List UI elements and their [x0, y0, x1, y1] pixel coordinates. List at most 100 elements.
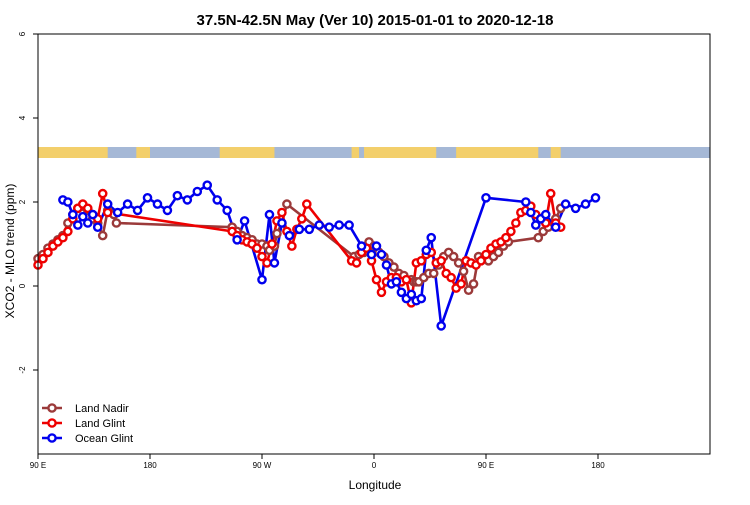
y-tick-label: 4 — [18, 115, 27, 120]
data-point-land-glint — [262, 258, 272, 268]
data-point-ocean-glint — [73, 220, 83, 230]
data-point-ocean-glint — [102, 199, 113, 209]
data-point-ocean-glint — [132, 205, 143, 216]
x-tick-label: 0 — [372, 461, 377, 470]
data-point-ocean-glint — [366, 249, 377, 260]
map-land-segment — [38, 147, 108, 158]
data-point-ocean-glint — [304, 224, 315, 235]
x-tick-label: 90 E — [30, 461, 46, 470]
legend-item-land-glint: Land Glint — [42, 418, 125, 430]
data-point-ocean-glint — [192, 186, 203, 197]
legend-label: Land Glint — [75, 418, 125, 430]
series-lines — [36, 183, 597, 328]
map-land-segment — [351, 147, 360, 158]
data-point-land-glint — [82, 203, 93, 214]
y-tick-label: 0 — [18, 283, 27, 288]
data-point-land-nadir — [463, 285, 474, 296]
data-point-ocean-glint — [396, 287, 407, 298]
data-point-land-glint — [58, 232, 68, 243]
x-tick-label: 90 E — [478, 461, 494, 470]
data-point-ocean-glint — [63, 197, 73, 207]
y-tick-label: 6 — [18, 31, 27, 36]
data-point-ocean-glint — [294, 224, 305, 235]
data-point-ocean-glint — [78, 211, 88, 222]
data-point-ocean-glint — [202, 180, 213, 190]
data-point-ocean-glint — [324, 222, 335, 232]
series-points — [33, 180, 601, 331]
data-point-ocean-glint — [530, 220, 541, 230]
data-point-ocean-glint — [87, 209, 98, 220]
data-point-ocean-glint — [142, 192, 153, 203]
data-point-land-glint — [63, 226, 73, 237]
data-point-land-glint — [371, 274, 382, 285]
data-point-ocean-glint — [356, 241, 367, 251]
data-point-land-nadir — [533, 232, 544, 243]
data-point-ocean-glint — [314, 220, 325, 230]
map-land-segment — [219, 147, 275, 158]
data-point-ocean-glint — [521, 197, 531, 207]
x-axis-label: Longitude — [349, 478, 402, 492]
data-point-ocean-glint — [550, 222, 561, 232]
data-point-land-glint — [476, 255, 486, 266]
data-point-land-glint — [506, 226, 516, 237]
data-point-land-nadir — [428, 268, 439, 279]
data-point-ocean-glint — [232, 234, 242, 245]
legend-marker — [47, 418, 57, 428]
data-point-ocean-glint — [570, 203, 581, 214]
data-point-ocean-glint — [344, 220, 354, 230]
data-point-ocean-glint — [590, 192, 601, 203]
data-point-ocean-glint — [212, 195, 222, 205]
data-point-land-glint — [252, 243, 262, 253]
data-point-land-glint — [446, 272, 456, 283]
map-land-segment — [550, 147, 561, 158]
data-point-land-glint — [301, 199, 312, 209]
data-point-ocean-glint — [284, 230, 295, 241]
legend-marker — [47, 433, 57, 443]
data-point-land-nadir — [458, 266, 469, 277]
data-point-ocean-glint — [416, 293, 427, 304]
data-point-ocean-glint — [381, 260, 392, 270]
data-point-land-glint — [287, 241, 297, 251]
data-point-land-glint — [267, 239, 277, 249]
data-point-land-glint — [43, 247, 53, 258]
data-point-ocean-glint — [257, 274, 267, 285]
data-point-land-glint — [297, 213, 307, 224]
y-axis-label: XCO2 - MLO trend (ppm) — [3, 184, 17, 319]
data-point-ocean-glint — [481, 192, 491, 203]
data-point-land-nadir — [97, 230, 108, 241]
data-point-ocean-glint — [580, 199, 591, 209]
map-land-segment — [136, 147, 150, 158]
data-point-ocean-glint — [421, 245, 432, 256]
legend-label: Ocean Glint — [75, 433, 133, 445]
data-point-ocean-glint — [112, 207, 123, 218]
data-point-ocean-glint — [269, 258, 280, 268]
data-point-ocean-glint — [92, 222, 103, 232]
data-point-ocean-glint — [436, 321, 447, 331]
y-tick-label: 2 — [18, 199, 27, 204]
data-point-ocean-glint — [334, 220, 344, 230]
data-point-ocean-glint — [152, 199, 163, 209]
data-point-ocean-glint — [277, 218, 287, 228]
data-point-ocean-glint — [376, 249, 387, 260]
data-point-land-nadir — [272, 228, 282, 239]
y-tick-label: -2 — [18, 366, 27, 374]
data-point-land-glint — [481, 249, 491, 260]
series-line-ocean-glint — [62, 183, 597, 328]
data-point-land-glint — [351, 258, 362, 268]
data-point-land-nadir — [493, 247, 504, 258]
axes: 90 E 180 90 W 0 90 E 180 -2 0 2 4 6 — [18, 31, 605, 470]
data-point-ocean-glint — [162, 205, 173, 216]
data-point-land-glint — [277, 207, 287, 218]
map-land-segment — [364, 147, 437, 158]
chart-title: 37.5N-42.5N May (Ver 10) 2015-01-01 to 2… — [197, 12, 554, 29]
legend-label: Land Nadir — [75, 403, 129, 415]
data-point-land-glint — [376, 287, 387, 298]
data-point-land-nadir — [468, 279, 479, 289]
data-point-land-glint — [501, 232, 511, 243]
data-point-ocean-glint — [371, 241, 382, 251]
data-point-ocean-glint — [540, 209, 551, 220]
data-point-ocean-glint — [82, 218, 93, 228]
data-point-land-nadir — [453, 258, 464, 268]
data-point-ocean-glint — [239, 216, 250, 226]
